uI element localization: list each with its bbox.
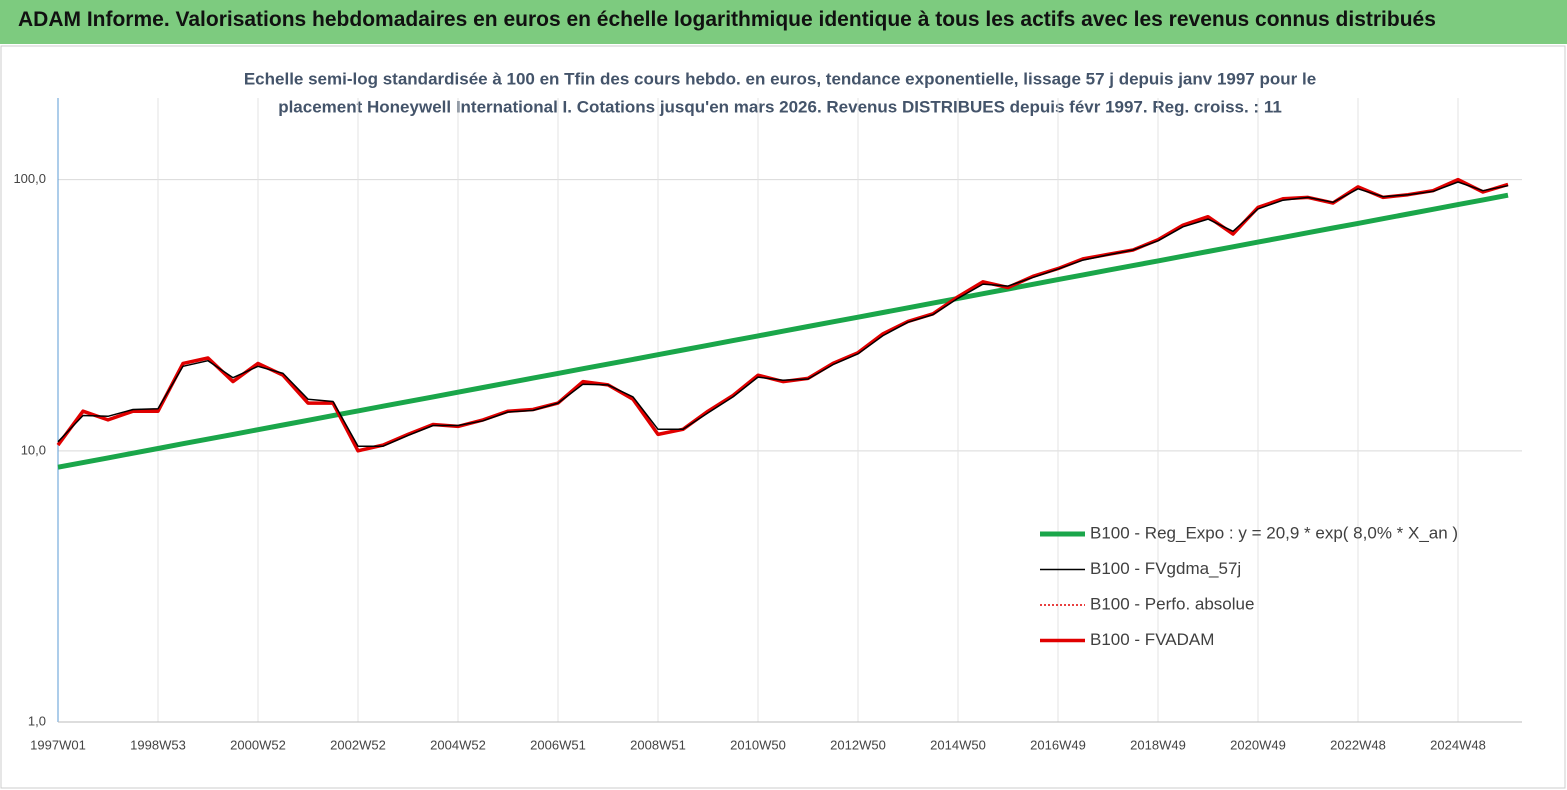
series-line [57,181,1509,447]
x-tick-label: 1998W53 [130,737,186,752]
x-tick-label: 2004W52 [430,737,486,752]
x-tick-label: 2008W51 [630,737,686,752]
x-tick-label: 2012W50 [830,737,886,752]
x-tick-label: 1997W01 [30,737,86,752]
chart: Echelle semi-log standardisée à 100 en T… [0,45,1566,789]
page-title: ADAM Informe. Valorisations hebdomadaire… [18,8,1436,31]
series-line [57,178,1509,452]
title-bar: ADAM Informe. Valorisations hebdomadaire… [0,0,1567,44]
x-tick-label: 2002W52 [330,737,386,752]
x-tick-label: 2006W51 [530,737,586,752]
legend-label: B100 - FVgdma_57j [1090,559,1241,578]
y-tick-label: 100,0 [13,171,46,186]
y-tick-label: 1,0 [28,713,46,728]
legend-label: B100 - FVADAM [1090,630,1214,649]
chart-frame [0,45,1566,789]
chart-subtitle: placement Honeywell International I. Cot… [278,97,1282,116]
chart-subtitle: Echelle semi-log standardisée à 100 en T… [244,69,1316,88]
x-tick-label: 2016W49 [1030,737,1086,752]
x-tick-label: 2022W48 [1330,737,1386,752]
x-tick-label: 2014W50 [930,737,986,752]
x-tick-label: 2024W48 [1430,737,1486,752]
x-tick-label: 2010W50 [730,737,786,752]
legend-label: B100 - Reg_Expo : y = 20,9 * exp( 8,0% *… [1090,523,1458,542]
y-tick-label: 10,0 [21,442,46,457]
x-tick-label: 2018W49 [1130,737,1186,752]
legend-label: B100 - Perfo. absolue [1090,594,1254,613]
x-tick-label: 2000W52 [230,737,286,752]
series-line [57,192,1509,470]
x-tick-label: 2020W49 [1230,737,1286,752]
